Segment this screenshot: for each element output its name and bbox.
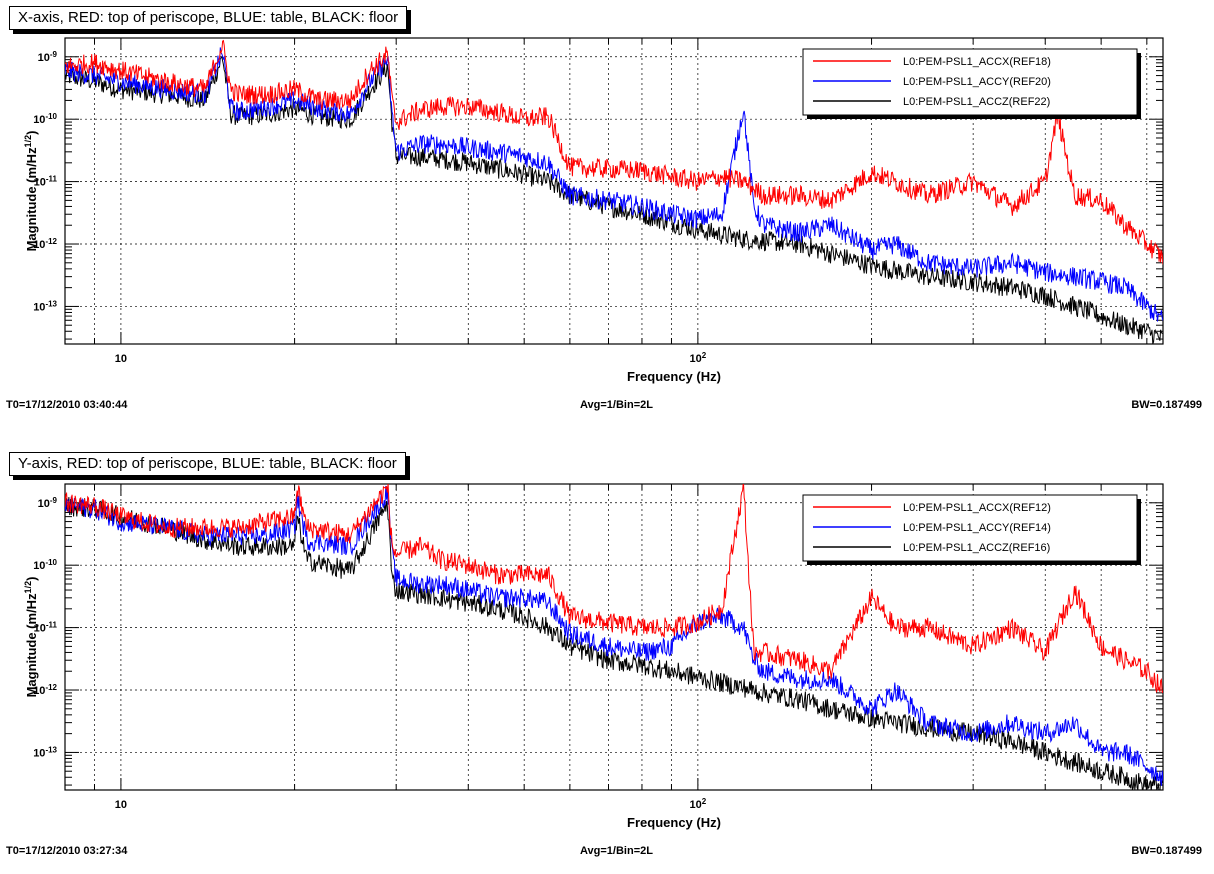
- x-axis-label: Frequency (Hz): [627, 815, 721, 830]
- x-tick-label: 10: [115, 799, 127, 811]
- y-tick-label: 10-9: [38, 49, 58, 64]
- legend: L0:PEM-PSL1_ACCX(REF18) L0:PEM-PSL1_ACCY(…: [802, 48, 1141, 119]
- y-tick-label: 10-9: [38, 495, 58, 510]
- legend-entry: L0:PEM-PSL1_ACCX(REF12): [903, 502, 1051, 514]
- legend-entry: L0:PEM-PSL1_ACCZ(REF16): [903, 542, 1050, 554]
- y-tick-label: 10-10: [33, 112, 57, 127]
- footer-avg: Avg=1/Bin=2L: [580, 399, 653, 411]
- legend-entry: L0:PEM-PSL1_ACCZ(REF22): [903, 96, 1050, 108]
- footer-avg: Avg=1/Bin=2L: [580, 845, 653, 857]
- footer-bw: BW=0.187499: [1131, 845, 1202, 857]
- series-line: [65, 484, 1163, 694]
- footer-bw: BW=0.187499: [1131, 399, 1202, 411]
- legend: L0:PEM-PSL1_ACCX(REF12) L0:PEM-PSL1_ACCY(…: [802, 494, 1141, 565]
- x-tick-label: 102: [690, 797, 707, 812]
- y-tick-label: 10-10: [33, 558, 57, 573]
- chart-title: X-axis, RED: top of periscope, BLUE: tab…: [9, 6, 408, 30]
- legend-entry: L0:PEM-PSL1_ACCY(REF14): [903, 522, 1051, 534]
- y-axis-label: Magnitude (m/Hz1/2): [23, 131, 39, 252]
- x-tick-label: 10: [115, 353, 127, 365]
- x-tick-label: 102: [690, 351, 707, 366]
- y-tick-label: 10-13: [33, 745, 57, 760]
- legend-entry: L0:PEM-PSL1_ACCY(REF20): [903, 76, 1051, 88]
- chart-panel-y-axis: Y-axis, RED: top of periscope, BLUE: tab…: [0, 446, 1214, 874]
- legend-entry: L0:PEM-PSL1_ACCX(REF18): [903, 56, 1051, 68]
- footer-t0: T0=17/12/2010 03:40:44: [6, 399, 128, 411]
- series-line: [65, 47, 1163, 322]
- y-tick-label: 10-13: [33, 299, 57, 314]
- y-axis-label: Magnitude (m/Hz1/2): [23, 577, 39, 698]
- chart-panel-x-axis: X-axis, RED: top of periscope, BLUE: tab…: [0, 0, 1214, 428]
- footer-t0: T0=17/12/2010 03:27:34: [6, 845, 128, 857]
- chart-title: Y-axis, RED: top of periscope, BLUE: tab…: [9, 452, 406, 476]
- x-axis-label: Frequency (Hz): [627, 369, 721, 384]
- series-line: [65, 39, 1163, 265]
